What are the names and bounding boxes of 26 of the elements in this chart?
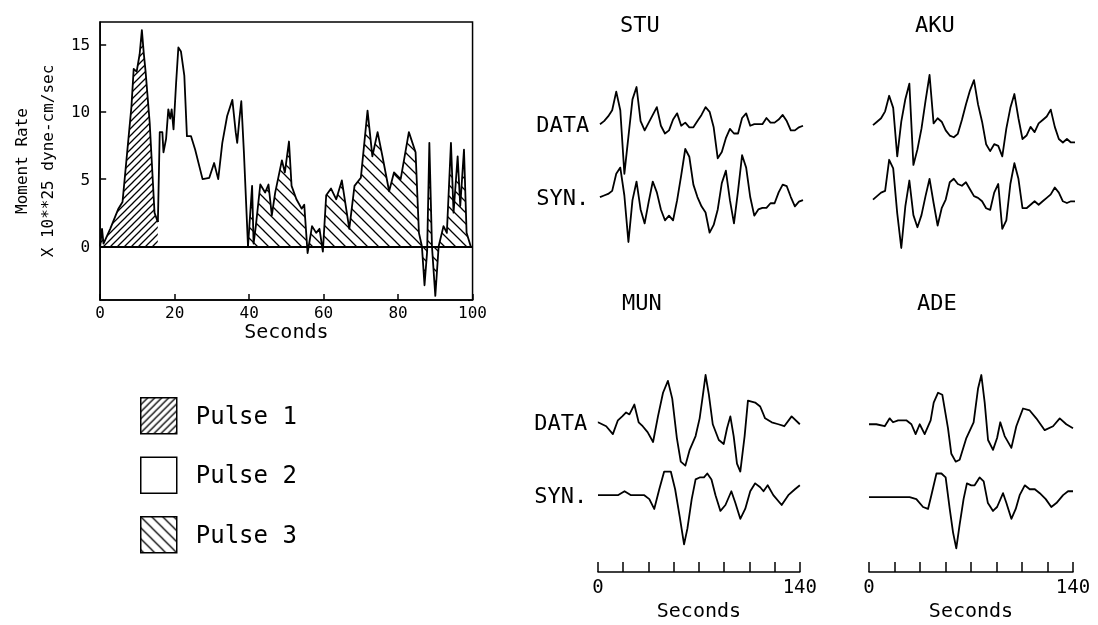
legend-label: Pulse 3 [195,520,297,549]
y-axis-title: Moment Rate X 10**25 dyne-cm/sec [11,64,57,258]
x-axis-title: Seconds [656,598,742,622]
y-tick-label: 0 [80,236,91,256]
x-tick-label: 100 [458,302,487,322]
legend-label: DATA [534,409,588,435]
x-tick-label: 20 [165,302,185,322]
x-tick-label: 140 [1055,574,1091,597]
series-label: SYN. [534,482,588,508]
series-label: DATA [536,111,590,137]
y-tick-label: 10 [70,102,91,122]
y-tick-label: 5 [80,169,91,189]
x-tick-label: 140 [782,574,818,597]
x-tick-label: 0 [95,302,105,322]
legend-label: Pulse 1 [195,401,297,430]
chart-title: MUN [622,289,662,315]
legend-label: Pulse 2 [195,461,297,490]
y-tick-label: 15 [70,35,91,55]
x-tick-label: 0 [863,574,875,597]
legend-label: SYN. [536,184,590,210]
x-tick-label: 80 [388,302,408,322]
chart-title: ADE [917,289,957,315]
x-axis-title: Seconds [928,598,1014,622]
x-tick-label: 0 [592,574,604,597]
chart-title: STU [620,11,660,37]
chart-title: AKU [915,11,955,37]
